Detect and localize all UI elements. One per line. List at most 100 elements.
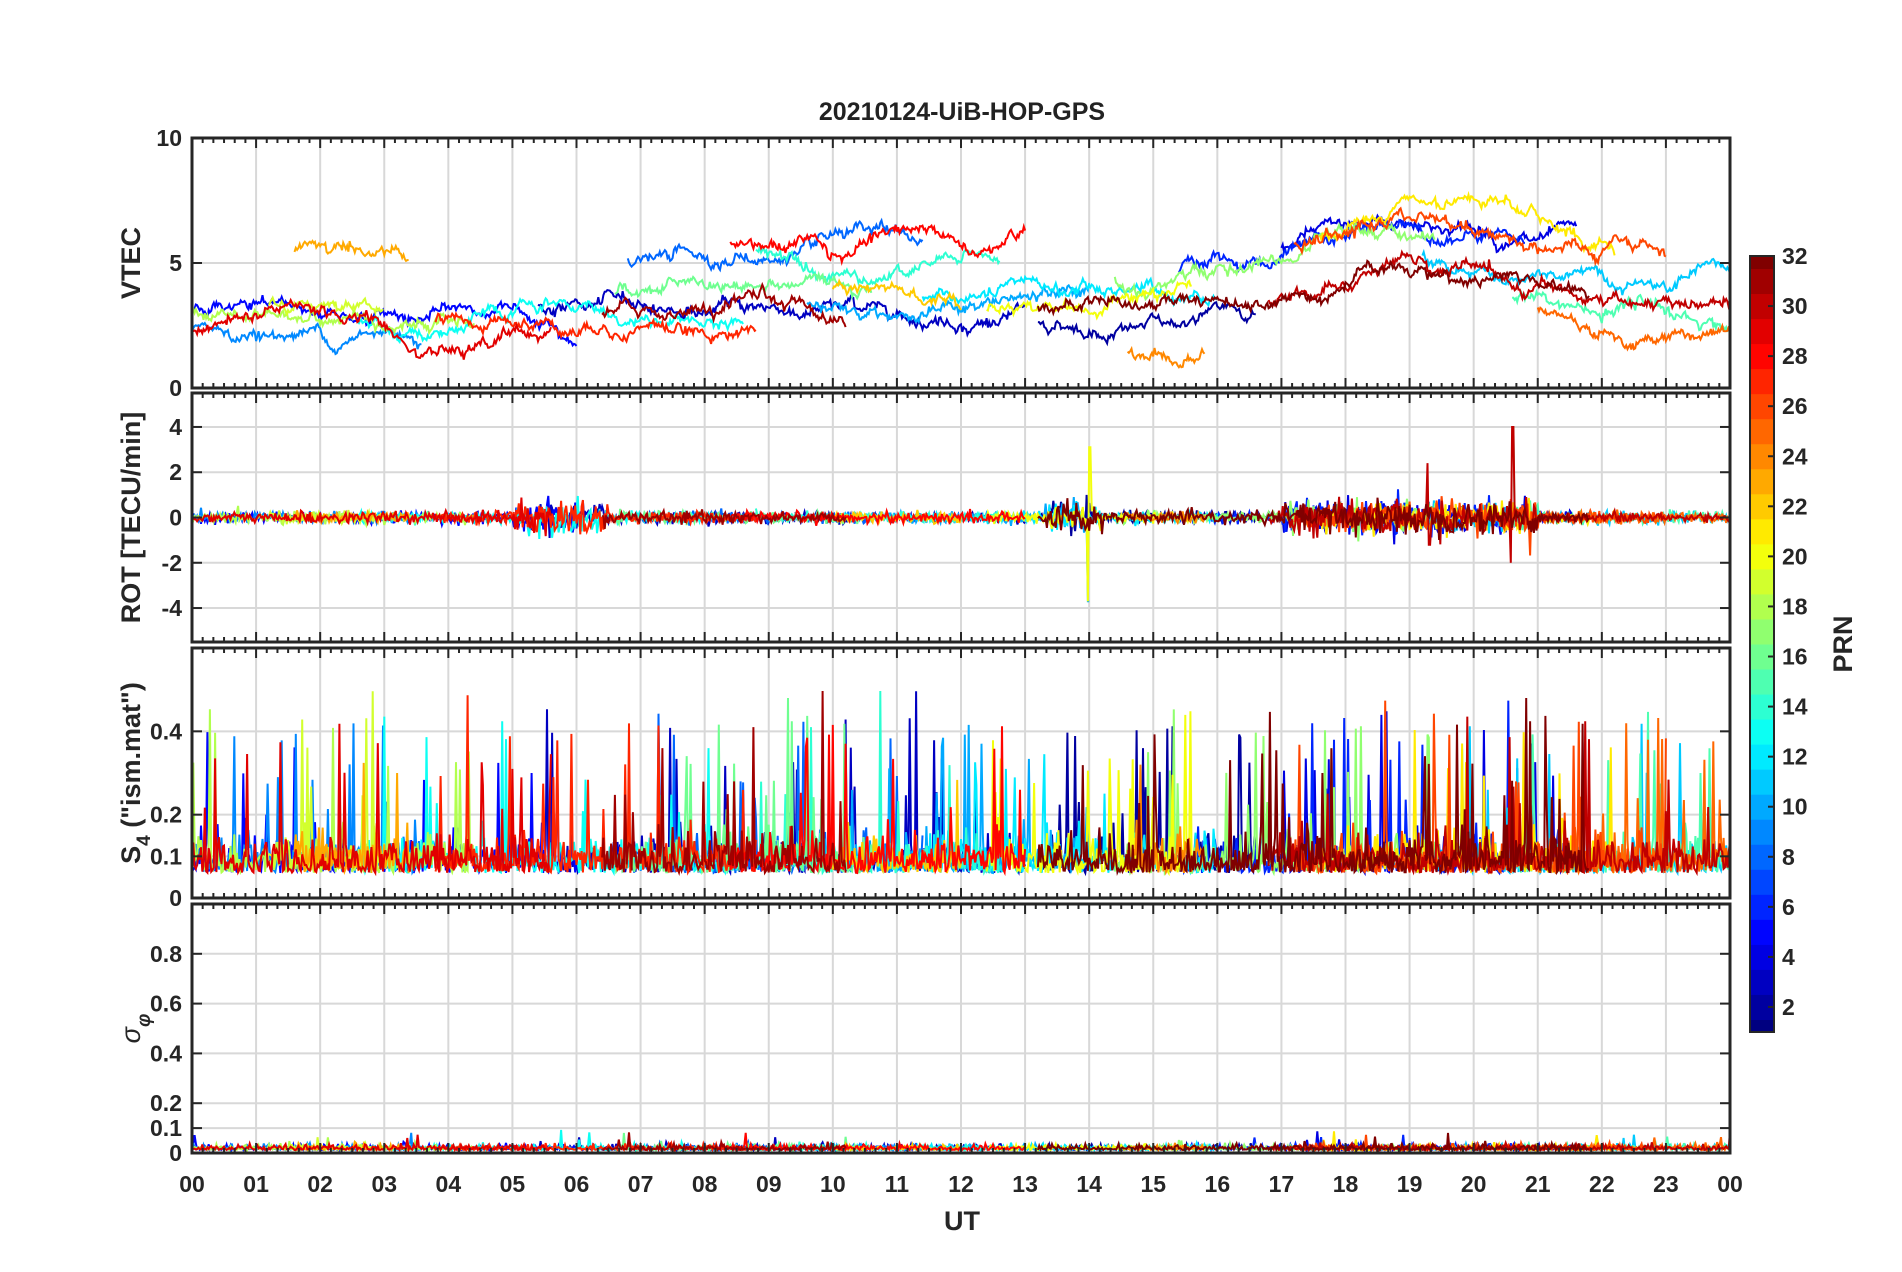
series-prn-24 [1126, 509, 1206, 526]
series-prn-21 [1318, 190, 1616, 256]
x-tick-label: 07 [628, 1171, 654, 1197]
series-prn-20 [986, 279, 1192, 321]
colorbar-tick-label: 14 [1782, 694, 1808, 720]
series-prn-16 [614, 270, 873, 301]
series-prn-32 [1036, 259, 1590, 317]
y-tick-label: -2 [162, 550, 182, 576]
colorbar-segment [1750, 819, 1774, 845]
colorbar-segment [1750, 518, 1774, 545]
chart-title: 20210124-UiB-HOP-GPS [819, 98, 1105, 126]
x-tick-label: 12 [948, 1171, 974, 1197]
series-prn-30 [1267, 716, 1730, 877]
colorbar-segment [1750, 318, 1774, 345]
colorbar-segment [1750, 568, 1774, 595]
series-prn-28 [729, 1132, 1026, 1153]
series-prn-32 [1037, 497, 1590, 540]
series-prn-28 [729, 222, 1027, 267]
series-prn-14 [755, 246, 1001, 287]
y-axis-label: VTEC [116, 227, 146, 299]
x-tick-label: 09 [756, 1171, 782, 1197]
series-prn-31 [601, 1132, 847, 1153]
series-group [192, 190, 1730, 369]
colorbar-segment [1750, 719, 1774, 745]
x-tick-label: 13 [1012, 1171, 1038, 1197]
colorbar-tick-label: 22 [1782, 493, 1808, 519]
series-prn-22 [831, 779, 962, 875]
series-prn-31 [601, 690, 847, 876]
x-tick-label: 01 [243, 1171, 269, 1197]
series-prn-2 [1037, 299, 1256, 347]
colorbar-segment [1750, 969, 1774, 995]
x-tick-label: 20 [1461, 1171, 1487, 1197]
y-tick-label: 0.6 [150, 991, 182, 1017]
series-prn-31 [601, 281, 847, 328]
y-label-subscript: 4 [134, 835, 155, 846]
y-tick-label: 4 [169, 414, 182, 440]
colorbar-label: PRN [1828, 615, 1858, 672]
y-tick-label: 10 [156, 125, 182, 151]
colorbar-tick-label: 20 [1782, 543, 1808, 569]
series-prn-24 [1126, 345, 1206, 369]
x-tick-label: 17 [1269, 1171, 1295, 1197]
series-prn-22 [832, 509, 962, 526]
series-prn-4 [1280, 213, 1578, 254]
colorbar-segment [1750, 368, 1774, 395]
panel-sigma_phi: 00.10.2 0.4 0.6 0.8 σφ [116, 902, 1732, 1166]
colorbar-tick-label: 6 [1782, 894, 1795, 920]
series-prn-3 [537, 289, 1027, 338]
colorbar-segment [1750, 256, 1774, 270]
series-prn-17 [1113, 221, 1436, 302]
series-prn-28 [729, 507, 1026, 528]
y-tick-label: 0.4 [150, 1040, 182, 1066]
colorbar-tick-label: 8 [1782, 844, 1795, 870]
x-tick-label: 00 [179, 1171, 205, 1197]
y-tick-label: 5 [169, 250, 182, 276]
x-tick-label: 16 [1205, 1171, 1231, 1197]
series-prn-10 [806, 283, 1091, 325]
colorbar-segment [1750, 669, 1774, 695]
x-tick-label: 08 [692, 1171, 718, 1197]
y-tick-label: 0 [169, 885, 182, 911]
y-axis-label: S4 ("ism.mat") [116, 682, 155, 864]
series-prn-27 [434, 311, 757, 345]
panel-vtec: 0 5 10 VTEC [116, 125, 1732, 401]
y-label-main: S [116, 846, 146, 864]
series-prn-18 [192, 305, 475, 336]
colorbar-tick-label: 32 [1782, 243, 1808, 269]
x-tick-label: 21 [1525, 1171, 1551, 1197]
series-prn-13 [357, 296, 744, 345]
series-prn-8 [626, 217, 924, 273]
x-tick-label: 11 [885, 1171, 910, 1197]
y-tick-label: -4 [162, 595, 183, 621]
colorbar-tick-label: 28 [1782, 343, 1808, 369]
series-prn-11 [1421, 248, 1730, 296]
y-tick-label: 2 [169, 459, 182, 485]
series-prn-25 [1536, 306, 1730, 352]
y-tick-label: 0.2 [150, 1090, 182, 1116]
series-prn-24 [1126, 764, 1206, 876]
colorbar-tick-label: 10 [1782, 794, 1808, 820]
x-axis-label: UT [944, 1206, 980, 1236]
colorbar-segment [1750, 769, 1774, 795]
series-prn-26 [1293, 206, 1667, 267]
colorbar-frame [1749, 255, 1775, 1033]
series-prn-9 [192, 321, 422, 356]
series-prn-5 [192, 293, 578, 348]
x-tick-label: 03 [371, 1171, 397, 1197]
y-tick-label: 0 [169, 505, 182, 531]
colorbar-segment [1750, 919, 1774, 945]
series-prn-15 [1512, 288, 1730, 333]
series-group [192, 690, 1730, 877]
x-tick-label: 23 [1653, 1171, 1679, 1197]
series-prn-32 [1036, 697, 1590, 877]
x-tick-label: 00 [1717, 1171, 1743, 1197]
series-prn-23 [293, 239, 409, 263]
x-axis: 00 01 02 03 04 05 06 07 08 09 10 11 12 13 14 15 16 17 18 19… [179, 1171, 1743, 1197]
x-tick-label: 02 [307, 1171, 333, 1197]
colorbar-segment [1750, 869, 1774, 895]
series-prn-27 [434, 695, 757, 876]
y-tick-label: 0.1 [150, 843, 182, 869]
colorbar-tick-label: 2 [1782, 994, 1795, 1020]
